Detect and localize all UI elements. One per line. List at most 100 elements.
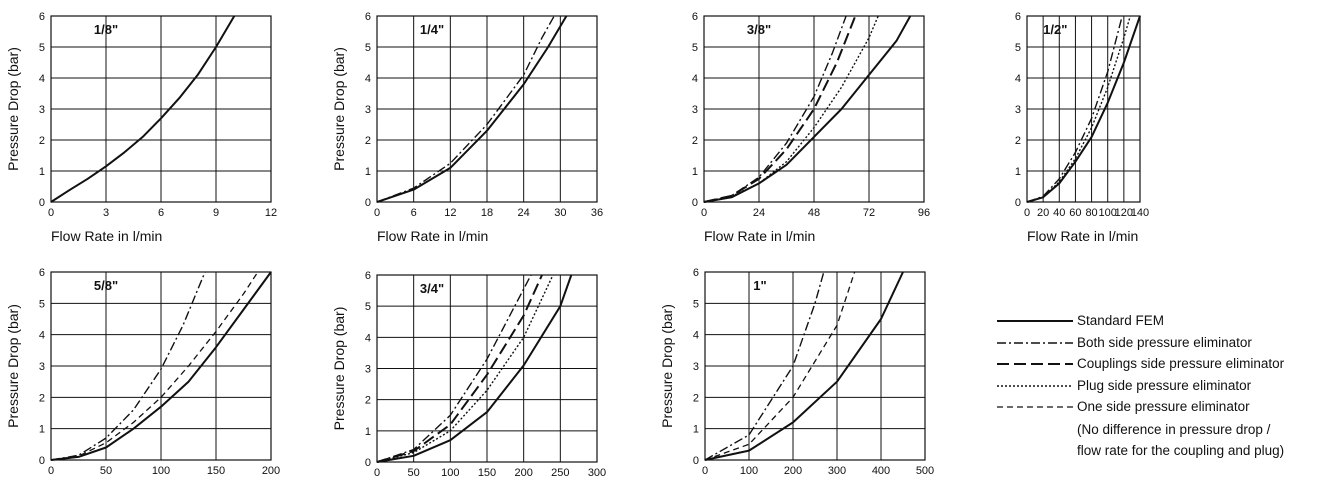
series-line-dashdot xyxy=(703,15,847,203)
legend-label: Standard FEM xyxy=(1077,313,1165,328)
y-tick-label: 2 xyxy=(365,395,371,407)
y-tick-label: 6 xyxy=(693,267,699,279)
series-line-solid xyxy=(376,274,573,463)
y-tick-label: 1 xyxy=(39,166,45,178)
chart-title: 1/2" xyxy=(1043,22,1067,37)
x-tick-label: 400 xyxy=(872,465,890,477)
y-tick-label: 5 xyxy=(365,42,371,54)
y-tick-label: 0 xyxy=(365,197,371,209)
legend-item-plug-side: Plug side pressure eliminator xyxy=(995,377,1339,399)
x-tick-label: 120 xyxy=(1115,207,1133,219)
y-tick-label: 0 xyxy=(39,197,45,209)
chart-title: 1" xyxy=(753,278,766,293)
x-tick-label: 0 xyxy=(48,207,54,219)
series-line-dashdot xyxy=(376,274,532,463)
legend: Standard FEM Both side pressure eliminat… xyxy=(995,312,1339,458)
x-axis-label: Flow Rate in l/min xyxy=(704,228,815,244)
series-line-solid xyxy=(50,15,236,203)
x-tick-label: 18 xyxy=(481,207,493,219)
y-tick-label: 4 xyxy=(692,73,698,85)
y-tick-label: 3 xyxy=(1015,104,1021,116)
x-tick-label: 72 xyxy=(863,207,875,219)
chart-title: 1/4" xyxy=(420,22,444,37)
x-tick-label: 100 xyxy=(441,467,459,479)
y-tick-label: 3 xyxy=(693,361,699,373)
plot-frame xyxy=(703,15,925,203)
legend-label: Both side pressure eliminator xyxy=(1077,334,1252,350)
y-tick-label: 0 xyxy=(365,457,371,469)
y-tick-label: 6 xyxy=(39,267,45,279)
x-tick-label: 40 xyxy=(1053,207,1065,219)
y-tick-label: 5 xyxy=(1015,42,1021,54)
x-tick-label: 48 xyxy=(808,207,820,219)
legend-note-line-2: flow rate for the coupling and plug) xyxy=(1077,443,1285,458)
x-tick-label: 80 xyxy=(1085,207,1097,219)
chart-title: 3/8" xyxy=(747,22,771,37)
y-axis-label: Pressure Drop (bar) xyxy=(331,307,347,431)
series-line-solid xyxy=(50,271,272,461)
y-tick-label: 1 xyxy=(693,424,699,436)
y-tick-label: 0 xyxy=(1015,197,1021,209)
legend-item-couplings-side: Couplings side pressure eliminator xyxy=(995,355,1339,377)
chart-7: 0 100 200 300 400 500 0 1 2 3 4 5 6 Pressure Drop (ba… xyxy=(659,267,934,477)
y-tick-label: 3 xyxy=(365,364,371,376)
legend-item-one-side: One side pressure eliminator xyxy=(995,398,1339,420)
y-tick-label: 5 xyxy=(692,42,698,54)
x-tick-label: 0 xyxy=(701,207,707,219)
series-line-dashdot xyxy=(1026,15,1123,203)
y-axis-label: Pressure Drop (bar) xyxy=(5,47,21,171)
x-tick-label: 50 xyxy=(408,467,420,479)
plot-frame xyxy=(376,15,598,203)
x-tick-label: 30 xyxy=(554,207,566,219)
y-tick-label: 1 xyxy=(1015,166,1021,178)
legend-swatch-dash xyxy=(997,363,1073,365)
series-line-dot xyxy=(703,15,879,203)
y-tick-label: 0 xyxy=(692,197,698,209)
y-tick-label: 2 xyxy=(1015,135,1021,147)
series-line-dashdot xyxy=(704,271,825,461)
legend-swatch-dot xyxy=(997,384,1073,387)
y-tick-label: 5 xyxy=(365,301,371,313)
y-tick-label: 6 xyxy=(692,11,698,23)
chart-5: 0 50 100 150 200 0 1 2 3 4 5 6 Pressure Drop (bar) 5/… xyxy=(5,267,280,477)
x-tick-label: 96 xyxy=(918,207,930,219)
y-tick-label: 2 xyxy=(39,135,45,147)
x-tick-label: 9 xyxy=(213,207,219,219)
y-tick-label: 5 xyxy=(39,42,45,54)
x-tick-label: 200 xyxy=(262,465,280,477)
x-tick-label: 3 xyxy=(103,207,109,219)
y-tick-label: 2 xyxy=(39,392,45,404)
x-tick-label: 300 xyxy=(588,467,606,479)
x-tick-label: 100 xyxy=(1099,207,1117,219)
x-tick-label: 200 xyxy=(514,467,532,479)
y-tick-label: 6 xyxy=(365,270,371,282)
x-tick-label: 100 xyxy=(152,465,170,477)
y-tick-label: 2 xyxy=(692,135,698,147)
y-tick-label: 1 xyxy=(39,424,45,436)
chart-3: 0 24 48 72 96 0 1 2 3 4 5 6 Flow Rate in l/min 3/8" xyxy=(692,11,930,244)
chart-title: 3/4" xyxy=(420,281,444,296)
x-tick-label: 50 xyxy=(100,465,112,477)
y-axis-label: Pressure Drop (bar) xyxy=(659,304,675,428)
y-tick-label: 6 xyxy=(39,11,45,23)
x-tick-label: 500 xyxy=(916,465,934,477)
x-tick-label: 0 xyxy=(702,465,708,477)
legend-item-standard-fem: Standard FEM xyxy=(995,312,1339,334)
x-tick-label: 140 xyxy=(1131,207,1149,219)
legend-swatch-solid xyxy=(997,320,1073,322)
chart-6: 0 50 100 150 200 250 300 0 1 2 3 4 5 6 Pressure Drop (… xyxy=(331,270,606,479)
x-tick-label: 250 xyxy=(551,467,569,479)
y-tick-label: 0 xyxy=(39,455,45,467)
x-axis-label: Flow Rate in l/min xyxy=(51,228,162,244)
plot-frame xyxy=(704,271,926,461)
legend-swatch-shortdash xyxy=(997,406,1073,408)
y-tick-label: 1 xyxy=(365,166,371,178)
x-tick-label: 12 xyxy=(444,207,456,219)
x-tick-label: 20 xyxy=(1037,207,1049,219)
y-tick-label: 4 xyxy=(365,73,371,85)
legend-swatch-dashdot xyxy=(997,341,1073,344)
chart-title: 1/8" xyxy=(94,22,118,37)
y-tick-label: 4 xyxy=(39,73,45,85)
series-line-solid xyxy=(704,271,904,461)
